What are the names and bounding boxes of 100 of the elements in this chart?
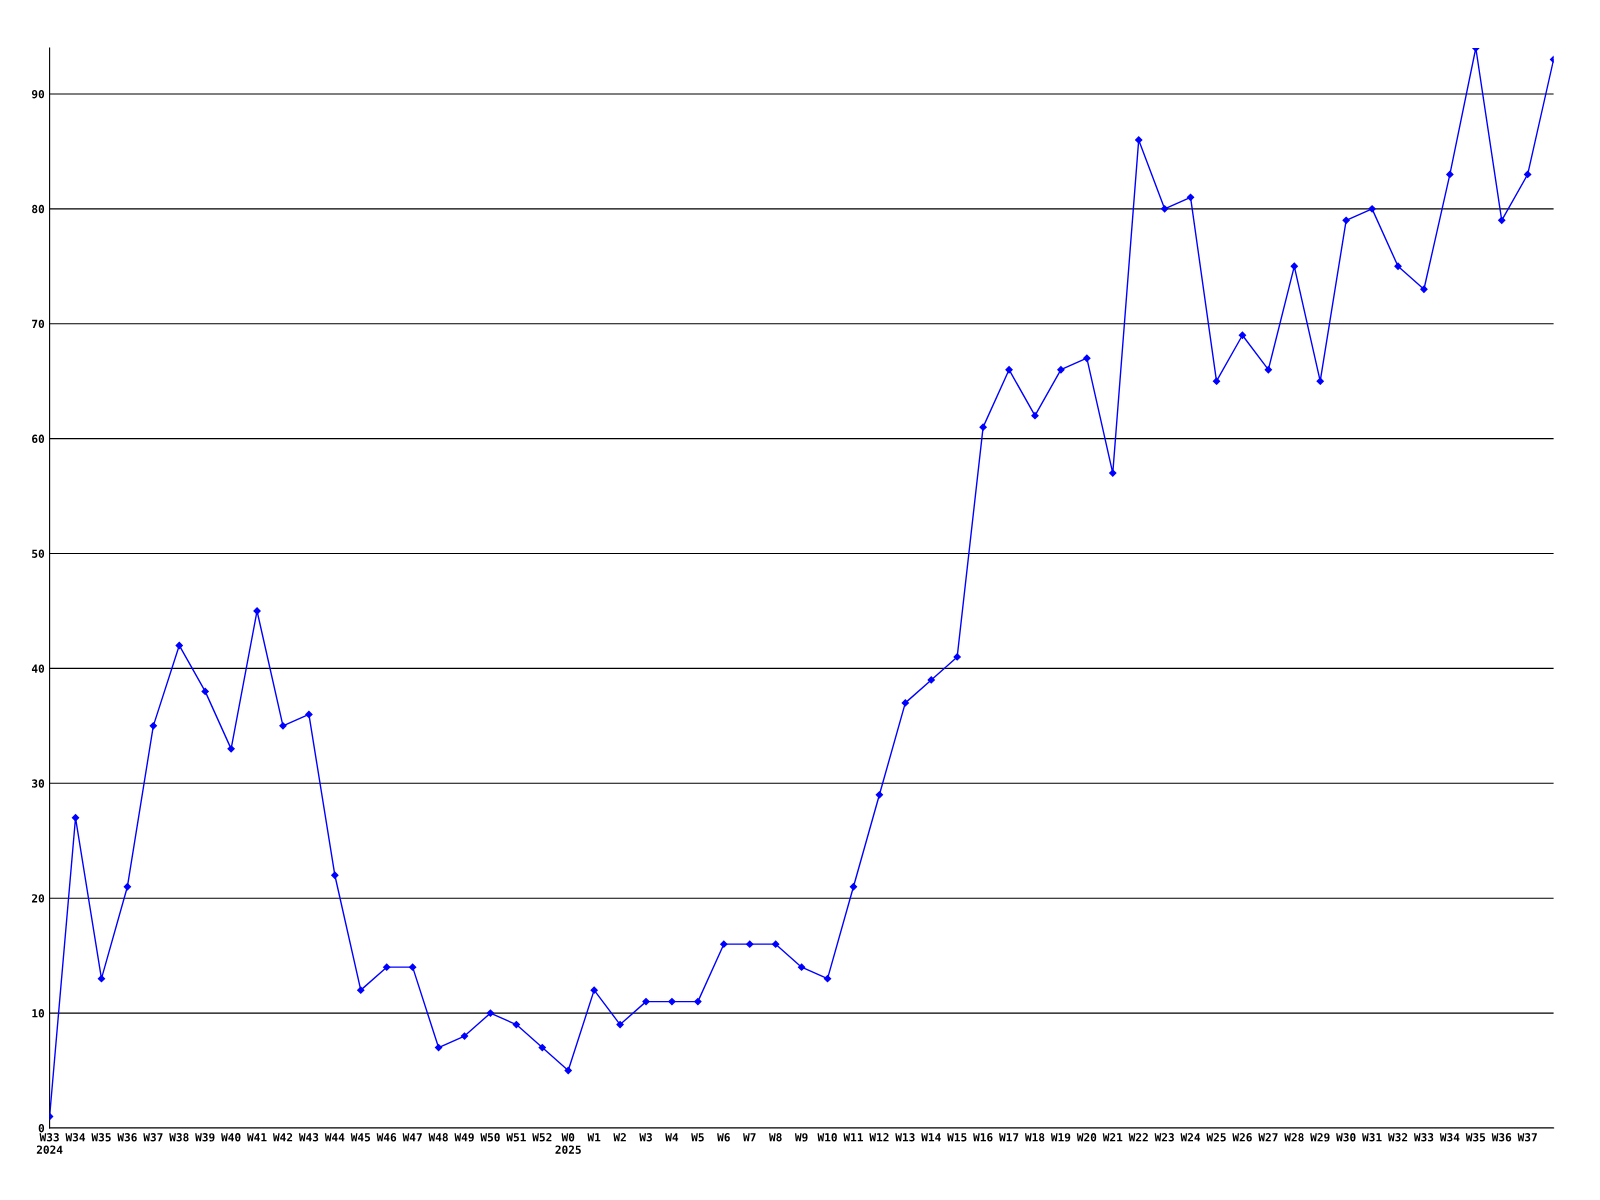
point xyxy=(1238,331,1247,339)
point xyxy=(1186,193,1195,202)
point xyxy=(1368,205,1376,213)
point xyxy=(1212,377,1221,385)
x-tick-label: W11 xyxy=(843,1133,863,1142)
point xyxy=(694,997,702,1006)
point xyxy=(97,974,106,983)
x-tick-label: W16 xyxy=(973,1133,993,1142)
x-tick-label: W43 xyxy=(298,1133,319,1142)
x-tick-label: W52 xyxy=(532,1133,552,1142)
x-tick-label: W47 xyxy=(402,1133,422,1142)
x-tick-label: W9 xyxy=(794,1133,808,1142)
point xyxy=(1524,170,1532,179)
x-tick-label: W49 xyxy=(454,1133,474,1142)
point xyxy=(1160,205,1169,213)
point xyxy=(590,986,598,994)
point xyxy=(1264,366,1272,374)
y-tick-label: 30 xyxy=(32,779,45,788)
x-tick-label: W19 xyxy=(1050,1133,1071,1142)
y-tick-label: 20 xyxy=(31,894,45,903)
point xyxy=(175,641,183,650)
x-tick-label: W51 xyxy=(506,1133,526,1142)
point xyxy=(1031,412,1039,420)
point xyxy=(331,871,339,879)
x-tick-label: W5 xyxy=(691,1133,704,1142)
x-tick-label: W50 xyxy=(480,1133,500,1142)
x-tick-label: W27 xyxy=(1258,1133,1278,1142)
x-tick-label: W10 xyxy=(817,1133,837,1142)
x-tick-label: W38 xyxy=(169,1133,189,1142)
point xyxy=(383,963,391,971)
point xyxy=(668,997,676,1006)
x-tick-label: W1 xyxy=(587,1133,601,1142)
point xyxy=(901,699,909,707)
point xyxy=(512,1020,520,1029)
x-tick-label: W23 xyxy=(1154,1133,1174,1142)
point xyxy=(979,423,987,431)
x-tick-label: W4 xyxy=(665,1133,679,1142)
x-tick-label: W46 xyxy=(376,1133,397,1142)
x-tick-label: W37 xyxy=(143,1133,163,1142)
x-tick-label: W33 xyxy=(1413,1133,1434,1142)
x-tick-label: W21 xyxy=(1102,1133,1123,1142)
point xyxy=(149,722,157,730)
point xyxy=(772,940,780,948)
x-tick-label: W20 xyxy=(1076,1133,1097,1142)
x-tick-label: W40 xyxy=(221,1133,241,1142)
y-tick-label: 60 xyxy=(32,434,45,444)
point xyxy=(305,710,313,719)
point xyxy=(1290,262,1298,270)
point xyxy=(201,687,209,696)
x-tick-label: W0 2025 xyxy=(555,1133,581,1154)
x-tick-label: W26 xyxy=(1232,1133,1252,1142)
point xyxy=(227,745,235,753)
y-tick-label: 0 xyxy=(38,1123,45,1133)
x-tick-label: W32 xyxy=(1387,1133,1408,1142)
x-tick-label: W28 xyxy=(1284,1133,1304,1142)
x-tick-label: W13 xyxy=(895,1133,915,1142)
x-tick-label: W42 xyxy=(272,1133,293,1142)
x-tick-label: W35 xyxy=(91,1133,111,1142)
x-tick-label: W17 xyxy=(999,1133,1019,1142)
point xyxy=(1135,136,1143,144)
point xyxy=(1498,216,1506,224)
x-tick-label: W8 xyxy=(768,1133,782,1142)
x-tick-label: W15 xyxy=(947,1133,967,1142)
point xyxy=(849,883,858,891)
x-tick-label: W45 xyxy=(350,1133,371,1142)
x-tick-label: W31 xyxy=(1362,1133,1382,1142)
point xyxy=(927,676,935,684)
point xyxy=(746,940,754,948)
point xyxy=(434,1043,443,1052)
point xyxy=(1005,366,1013,374)
x-tick-label: W12 xyxy=(869,1133,889,1142)
point xyxy=(538,1043,546,1052)
x-tick-label: W2 xyxy=(613,1133,626,1142)
x-tick-label: W34 xyxy=(1439,1133,1460,1142)
x-tick-label: W35 xyxy=(1465,1133,1486,1142)
x-tick-label: W14 xyxy=(921,1133,941,1142)
x-tick-label: W24 xyxy=(1180,1133,1201,1142)
point xyxy=(1446,170,1454,179)
x-tick-label: W39 xyxy=(195,1133,215,1142)
point xyxy=(123,883,132,891)
y-tick-label: 70 xyxy=(32,319,45,329)
x-tick-label: W6 xyxy=(717,1133,730,1142)
y-tick-label: 10 xyxy=(32,1009,45,1018)
x-tick-label: W33 2024 xyxy=(36,1133,63,1154)
point xyxy=(642,997,650,1006)
point xyxy=(253,607,261,615)
x-tick-label: W37 xyxy=(1517,1133,1537,1142)
point xyxy=(1394,262,1402,270)
point xyxy=(953,653,961,661)
x-tick-label: W18 xyxy=(1024,1133,1045,1142)
point xyxy=(875,791,884,799)
x-tick-label: W36 xyxy=(117,1133,137,1142)
x-tick-label: W25 xyxy=(1206,1133,1226,1142)
x-tick-label: W36 xyxy=(1491,1133,1512,1142)
point xyxy=(486,1009,495,1017)
point xyxy=(279,722,287,730)
x-tick-label: W30 xyxy=(1336,1133,1356,1142)
y-tick-label: 80 xyxy=(32,204,45,214)
y-tick-label: 50 xyxy=(32,549,45,558)
point xyxy=(460,1032,469,1040)
